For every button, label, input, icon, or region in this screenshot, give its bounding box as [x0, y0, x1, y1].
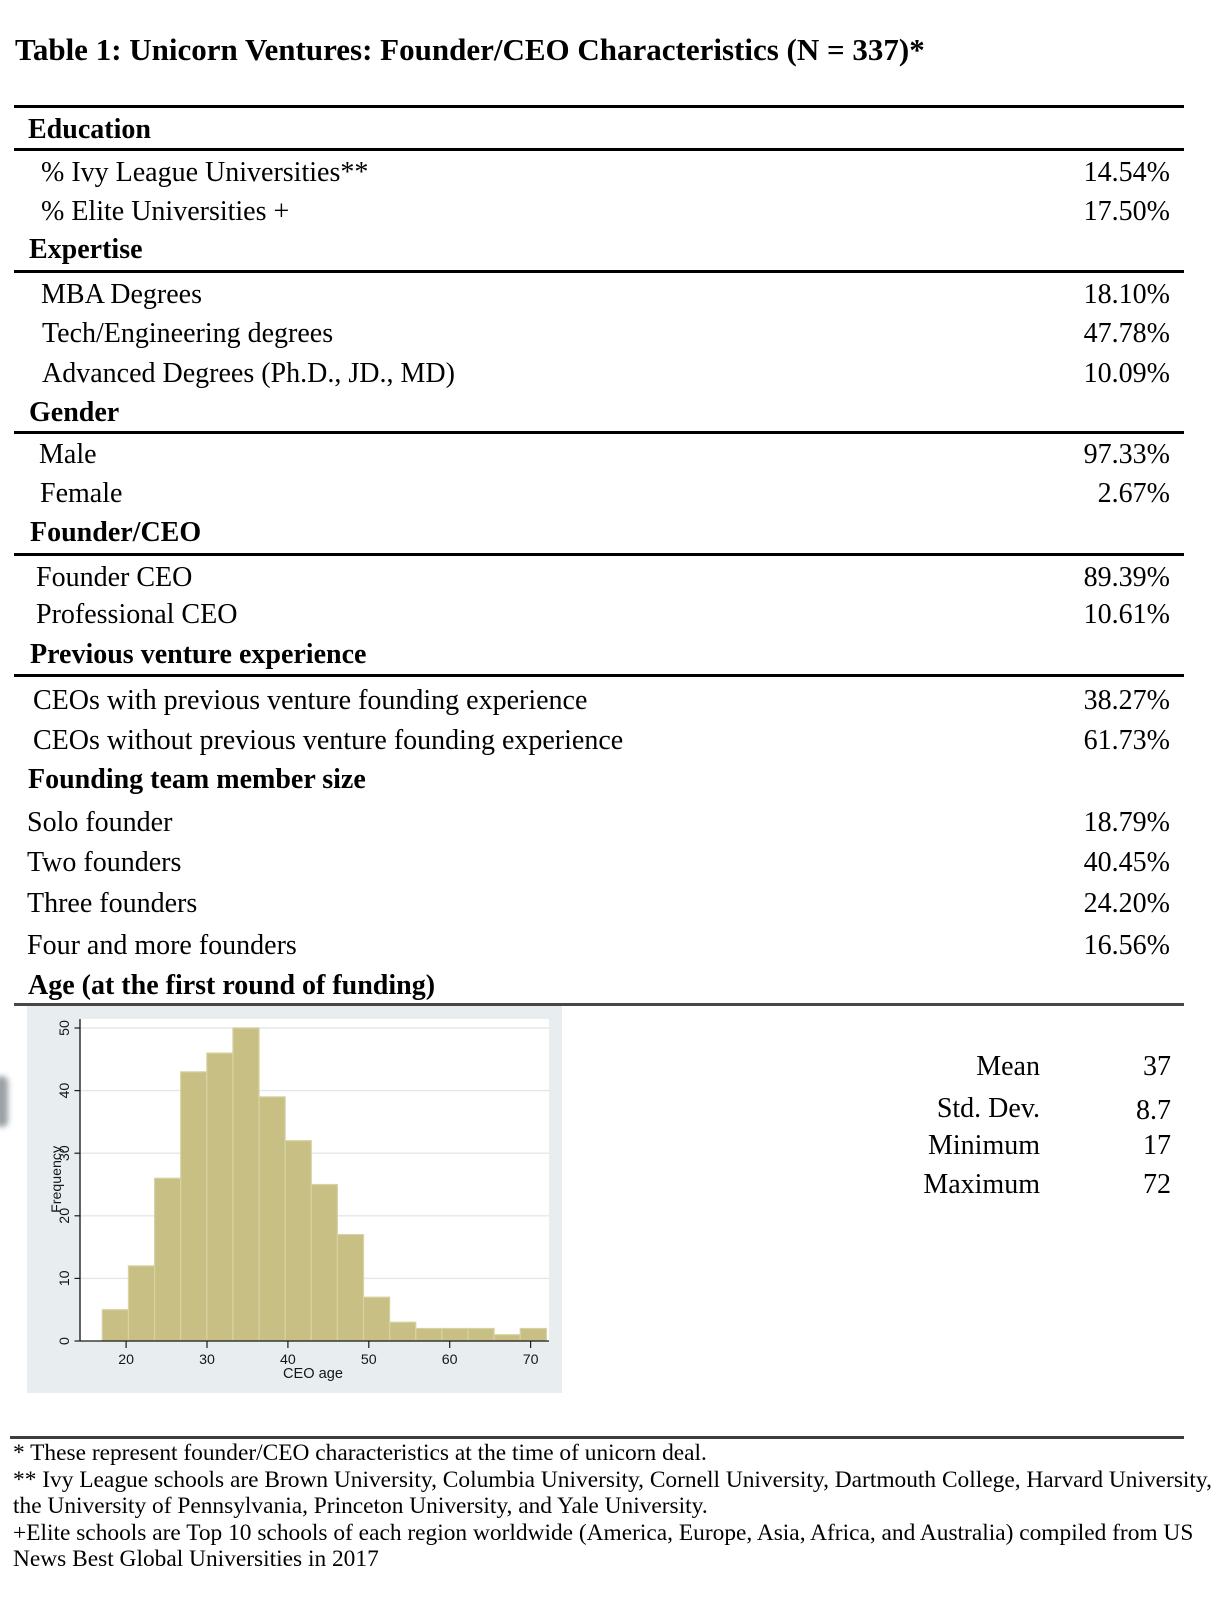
svg-text:CEO age: CEO age [283, 1366, 343, 1382]
svg-text:40: 40 [280, 1352, 296, 1368]
svg-text:70: 70 [523, 1352, 539, 1368]
svg-text:50: 50 [361, 1352, 377, 1368]
svg-text:10: 10 [57, 1270, 73, 1286]
svg-text:30: 30 [57, 1145, 73, 1161]
svg-text:50: 50 [57, 1020, 73, 1036]
svg-text:Frequency: Frequency [49, 1145, 65, 1213]
svg-text:20: 20 [118, 1352, 134, 1368]
svg-text:20: 20 [57, 1208, 73, 1224]
svg-text:60: 60 [442, 1352, 458, 1368]
svg-text:30: 30 [199, 1352, 215, 1368]
svg-text:0: 0 [57, 1337, 73, 1345]
svg-text:40: 40 [57, 1083, 73, 1099]
